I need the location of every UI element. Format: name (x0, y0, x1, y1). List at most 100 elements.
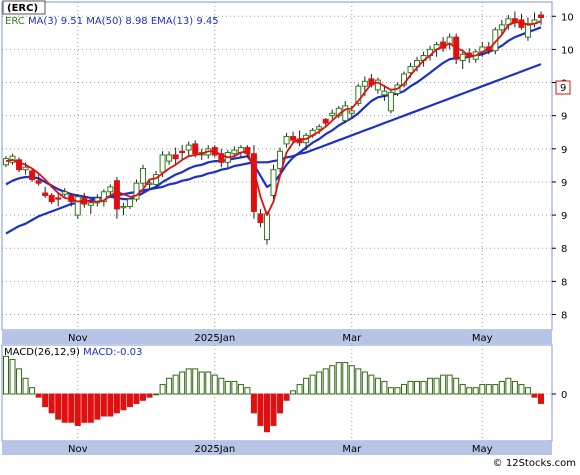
macd-bar (133, 393, 140, 404)
macd-bar (16, 368, 23, 395)
price-y-tick-label: 8 (561, 244, 567, 255)
candle-body (100, 191, 107, 203)
candle-body (179, 150, 186, 153)
macd-bar (518, 384, 525, 395)
candle-body (192, 143, 199, 155)
candle-body (113, 180, 120, 210)
price-y-tick-label: 10 (561, 12, 574, 23)
macd-bar (113, 393, 120, 414)
price-x-tick-label: Nov (68, 333, 88, 344)
macd-bar (250, 393, 257, 414)
macd-x-tick-label: Mar (342, 444, 362, 455)
price-legend-item: 8.98 (122, 16, 147, 27)
candle-body (277, 150, 284, 169)
price-legend-item: ERC (5, 16, 25, 27)
macd-bar (322, 368, 329, 395)
candle-body (322, 118, 329, 124)
macd-bar (277, 393, 284, 414)
price-x-tick-label: 2025Jan (194, 333, 235, 344)
macd-bar (166, 377, 173, 395)
candle-body (22, 166, 29, 171)
macd-bar (100, 393, 107, 417)
macd-histogram (3, 355, 544, 433)
macd-bar (211, 374, 218, 395)
macd-x-axis-band (2, 441, 552, 455)
macd-bar (290, 390, 297, 395)
macd-bar (140, 393, 147, 401)
candle-body (257, 213, 264, 223)
macd-bar (55, 393, 62, 420)
macd-bar (159, 384, 166, 395)
macd-bar (303, 377, 310, 395)
ticker-box (2, 0, 46, 15)
candle-body (407, 66, 414, 74)
macd-bar (185, 368, 192, 395)
price-y-tick-label: 9 (561, 211, 567, 222)
candle-body (29, 170, 36, 180)
candle-body (3, 158, 9, 166)
macd-bar (466, 387, 473, 395)
macd-bar (3, 355, 9, 395)
candle-body (459, 53, 466, 61)
price-legend-item: 9.45 (193, 16, 218, 27)
macd-bar (126, 393, 133, 408)
macd-bar (498, 380, 505, 395)
price-y-tick-label: 8 (561, 277, 567, 288)
price-x-tick-label: Mar (342, 333, 362, 344)
candle-body (283, 136, 290, 145)
price-legend-item: MA(3) (25, 16, 58, 27)
macd-bar (107, 393, 114, 417)
macd-bar (218, 377, 225, 395)
candle-body (74, 196, 81, 216)
macd-bar (420, 380, 427, 395)
macd-bar (257, 393, 264, 426)
macd-bar (440, 374, 447, 395)
candle-body (329, 112, 336, 117)
price-legend: ERC MA(3) 9.51 MA(50) 8.98 EMA(13) 9.45 (5, 16, 219, 27)
price-y-tick-label: 9 (561, 112, 567, 123)
candle-body (316, 126, 323, 130)
price-x-tick-label: May (472, 333, 493, 344)
macd-bar (446, 374, 453, 395)
macd-bar (472, 387, 479, 395)
candle-body (35, 180, 42, 184)
macd-bar (224, 380, 231, 395)
macd-bar (42, 393, 49, 408)
candle-body (140, 167, 147, 184)
macd-bar (479, 384, 486, 395)
macd-bar (368, 374, 375, 395)
macd-bar (153, 393, 160, 396)
ticker-label: (ERC) (7, 3, 38, 14)
price-x-axis-band (2, 330, 552, 344)
candle-body (290, 136, 297, 141)
macd-legend: MACD(26,12,9) MACD:-0.03 (4, 347, 142, 358)
candle-body (218, 153, 225, 163)
macd-bar (198, 371, 205, 395)
macd-bar (374, 377, 381, 395)
macd-bar (205, 371, 212, 395)
candle-body (172, 154, 179, 160)
macd-x-tick-label: 2025Jan (194, 444, 235, 455)
macd-bar (48, 393, 55, 414)
candle-body (231, 149, 238, 155)
candle-body (381, 90, 388, 96)
candle-body (263, 213, 270, 241)
candle-body (250, 153, 257, 212)
macd-bar (231, 380, 238, 395)
macd-bar (237, 384, 244, 395)
macd-bar (329, 365, 336, 395)
candle-body (342, 105, 349, 122)
macd-bar (492, 384, 499, 395)
macd-y-tick-label: 0 (561, 390, 567, 401)
candle-body (133, 182, 140, 200)
macd-bar (427, 377, 434, 395)
macd-x-tick-label: May (472, 444, 493, 455)
candle-body (374, 79, 381, 91)
candle-body (538, 14, 544, 18)
macd-bar (192, 368, 199, 395)
price-legend-item: EMA(13) (148, 16, 194, 27)
macd-bar (400, 384, 407, 395)
candle-body (387, 91, 394, 112)
macd-bar (263, 393, 270, 433)
